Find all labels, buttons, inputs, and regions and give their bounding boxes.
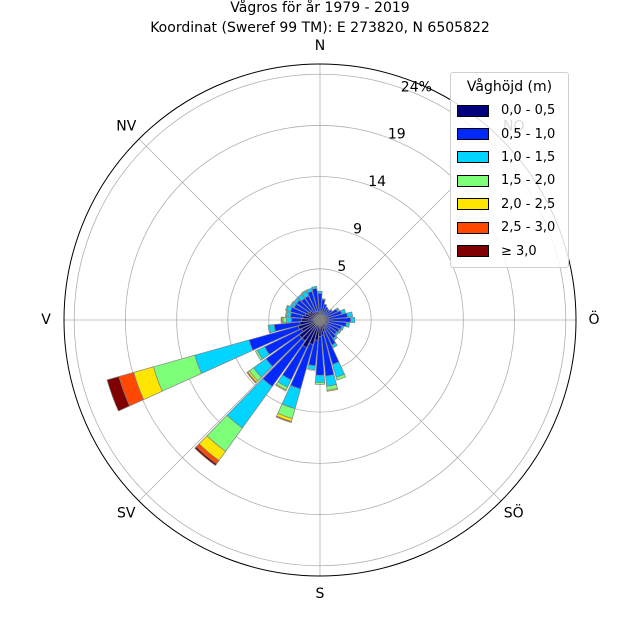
legend-swatch xyxy=(457,245,489,258)
direction-label: SÖ xyxy=(504,504,524,522)
rose-bar-segment xyxy=(311,285,318,290)
direction-label: Ö xyxy=(588,310,599,328)
legend-swatch xyxy=(457,221,489,234)
legend-item: 0,0 - 0,5 xyxy=(451,99,568,122)
legend-item: 2,0 - 2,5 xyxy=(451,193,568,216)
rose-bar-segment xyxy=(194,446,218,467)
rose-bar-segment xyxy=(285,317,292,323)
rose-bar-segment xyxy=(106,376,131,412)
grid-spoke xyxy=(138,138,321,321)
rose-bar-segment xyxy=(329,308,333,313)
rose-bar-segment xyxy=(314,381,326,385)
legend-swatch xyxy=(457,104,489,117)
rose-bar-segment xyxy=(331,342,338,349)
rose-bar-segment xyxy=(332,335,338,341)
axis-labels: NNOÖSÖSSVVNV59141924% xyxy=(41,38,599,602)
rose-bar-segment xyxy=(275,383,287,392)
legend-swatch xyxy=(457,198,489,211)
rose-bar-segment xyxy=(321,298,326,301)
legend-item: 1,0 - 1,5 xyxy=(451,146,568,169)
radial-tick-label: 5 xyxy=(337,259,346,275)
legend-label: 2,0 - 2,5 xyxy=(501,196,556,212)
rose-bar-segment xyxy=(267,324,271,334)
rose-bar-segment xyxy=(254,349,263,361)
rose-bar-segment xyxy=(246,371,257,384)
rose-bar-segment xyxy=(340,308,347,315)
direction-label: V xyxy=(41,312,51,328)
rose-bar-segment xyxy=(280,316,283,324)
direction-label: N xyxy=(315,38,325,54)
rose-bar-segment xyxy=(285,304,289,312)
outer-frame xyxy=(63,63,577,577)
rose-bar-segment xyxy=(194,339,254,374)
chart-subtitle: Koordinat (Sweref 99 TM): E 273820, N 65… xyxy=(150,20,490,36)
rose-bar-segment xyxy=(306,288,313,294)
chart-title: Vågros för år 1979 - 2019 xyxy=(230,0,410,16)
grid-spoke xyxy=(319,319,502,502)
rose-bars xyxy=(106,285,356,467)
legend-title: Våghöjd (m) xyxy=(466,79,553,95)
legend-item: 1,5 - 2,0 xyxy=(451,169,568,192)
rose-bar-segment xyxy=(350,317,356,323)
direction-label: NV xyxy=(116,118,136,134)
grid-spoke xyxy=(138,319,321,502)
rose-bar-segment xyxy=(346,311,353,318)
radial-tick-label: 19 xyxy=(388,127,406,143)
rose-bar-segment xyxy=(337,328,342,334)
rose-bar-segment xyxy=(290,317,302,323)
radial-tick-label: 24% xyxy=(401,79,432,95)
rose-bar-segment xyxy=(317,290,323,294)
rose-bar-segment xyxy=(326,388,339,392)
direction-label: SV xyxy=(117,506,136,522)
rose-bar-segment xyxy=(335,373,347,381)
radial-tick-label: 9 xyxy=(353,221,362,237)
legend-label: 1,5 - 2,0 xyxy=(501,173,556,189)
rose-bar-segment xyxy=(307,364,316,371)
legend-swatch xyxy=(457,174,489,187)
rose-bar-segment xyxy=(314,374,326,383)
legend-item: ≥ 3,0 xyxy=(451,239,568,262)
legend: Våghöjd (m) 0,0 - 0,5 0,5 - 1,0 1,0 - 1,… xyxy=(450,72,569,268)
rose-bar-segment xyxy=(226,378,273,429)
rose-bar-segment xyxy=(293,297,300,304)
rose-bar-segment xyxy=(282,316,287,324)
rose-bar-segment xyxy=(152,354,202,392)
rose-bar-segment xyxy=(322,306,329,316)
direction-label: S xyxy=(316,586,325,602)
rose-bar-segment xyxy=(321,303,328,314)
rose-bar-segment xyxy=(340,325,345,331)
rose-bar-segment xyxy=(345,322,350,328)
legend-label: 2,5 - 3,0 xyxy=(501,220,556,236)
legend-swatch xyxy=(457,151,489,164)
rose-bar-segment xyxy=(275,415,292,423)
legend-label: 0,5 - 1,0 xyxy=(501,126,556,142)
legend-label: 0,0 - 0,5 xyxy=(501,103,556,119)
legend-label: ≥ 3,0 xyxy=(501,243,537,259)
rose-bar-segment xyxy=(290,301,295,307)
rose-bar-segment xyxy=(334,331,339,337)
rose-bar-segment xyxy=(297,293,305,302)
rose-bar-segment xyxy=(301,290,307,295)
legend-item: 0,5 - 1,0 xyxy=(451,122,568,145)
legend-item: 2,5 - 3,0 xyxy=(451,216,568,239)
radial-tick-label: 14 xyxy=(368,174,386,190)
legend-swatch xyxy=(457,128,489,141)
rose-bar-segment xyxy=(335,307,340,313)
rose-bar-segment xyxy=(325,374,337,387)
radial-grid xyxy=(63,63,577,577)
rose-bar-segment xyxy=(284,310,288,318)
legend-label: 1,0 - 1,5 xyxy=(501,149,556,165)
